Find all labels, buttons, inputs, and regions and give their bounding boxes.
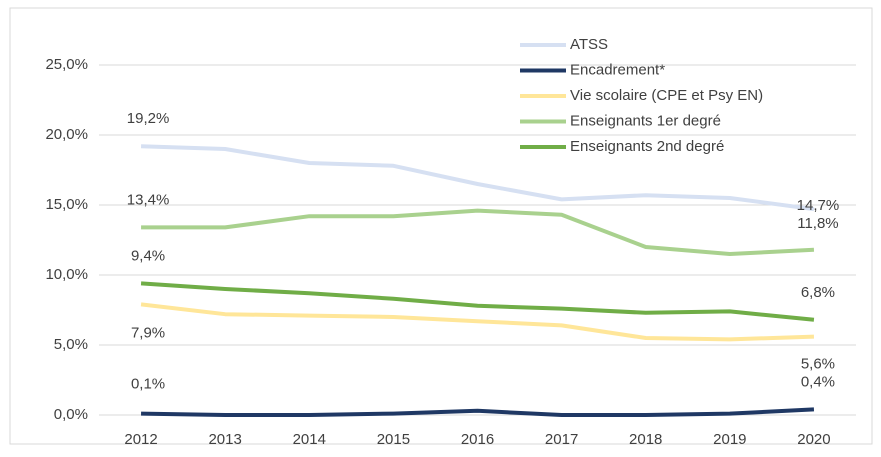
line xyxy=(141,407,815,417)
x-tick-label: 2017 xyxy=(545,431,578,448)
line xyxy=(140,281,815,322)
x-tick-label: 2012 xyxy=(124,431,157,448)
data-label: 13,4% xyxy=(127,191,170,208)
legend-label: Enseignants 2nd degré xyxy=(570,138,724,155)
x-tick-label: 2015 xyxy=(377,431,410,448)
data-label: 0,1% xyxy=(131,376,165,393)
y-tick-label: 15,0% xyxy=(45,196,88,213)
legend-label: Encadrement* xyxy=(570,61,665,78)
data-label: 0,4% xyxy=(801,373,835,390)
data-label: 9,4% xyxy=(131,247,165,264)
y-tick-label: 0,0% xyxy=(54,406,88,423)
x-tick-label: 2014 xyxy=(293,431,326,448)
data-label: 6,8% xyxy=(801,284,835,301)
data-label: 14,7% xyxy=(797,197,840,214)
y-tick-label: 25,0% xyxy=(45,56,88,73)
line xyxy=(140,302,815,342)
line xyxy=(140,144,815,212)
x-tick-label: 2020 xyxy=(797,431,830,448)
data-label: 5,6% xyxy=(801,356,835,373)
data-label: 7,9% xyxy=(131,324,165,341)
y-tick-label: 10,0% xyxy=(45,266,88,283)
legend-label: ATSS xyxy=(570,36,608,53)
data-label: 11,8% xyxy=(797,215,838,232)
y-tick-label: 20,0% xyxy=(45,126,88,143)
y-tick-label: 5,0% xyxy=(54,336,88,353)
x-tick-label: 2016 xyxy=(461,431,494,448)
legend-label: Vie scolaire (CPE et Psy EN) xyxy=(570,87,763,104)
x-tick-label: 2013 xyxy=(208,431,241,448)
x-tick-label: 2018 xyxy=(629,431,662,448)
x-tick-label: 2019 xyxy=(713,431,746,448)
data-label: 19,2% xyxy=(127,110,170,127)
line xyxy=(141,208,815,256)
legend-label: Enseignants 1er degré xyxy=(570,112,721,129)
